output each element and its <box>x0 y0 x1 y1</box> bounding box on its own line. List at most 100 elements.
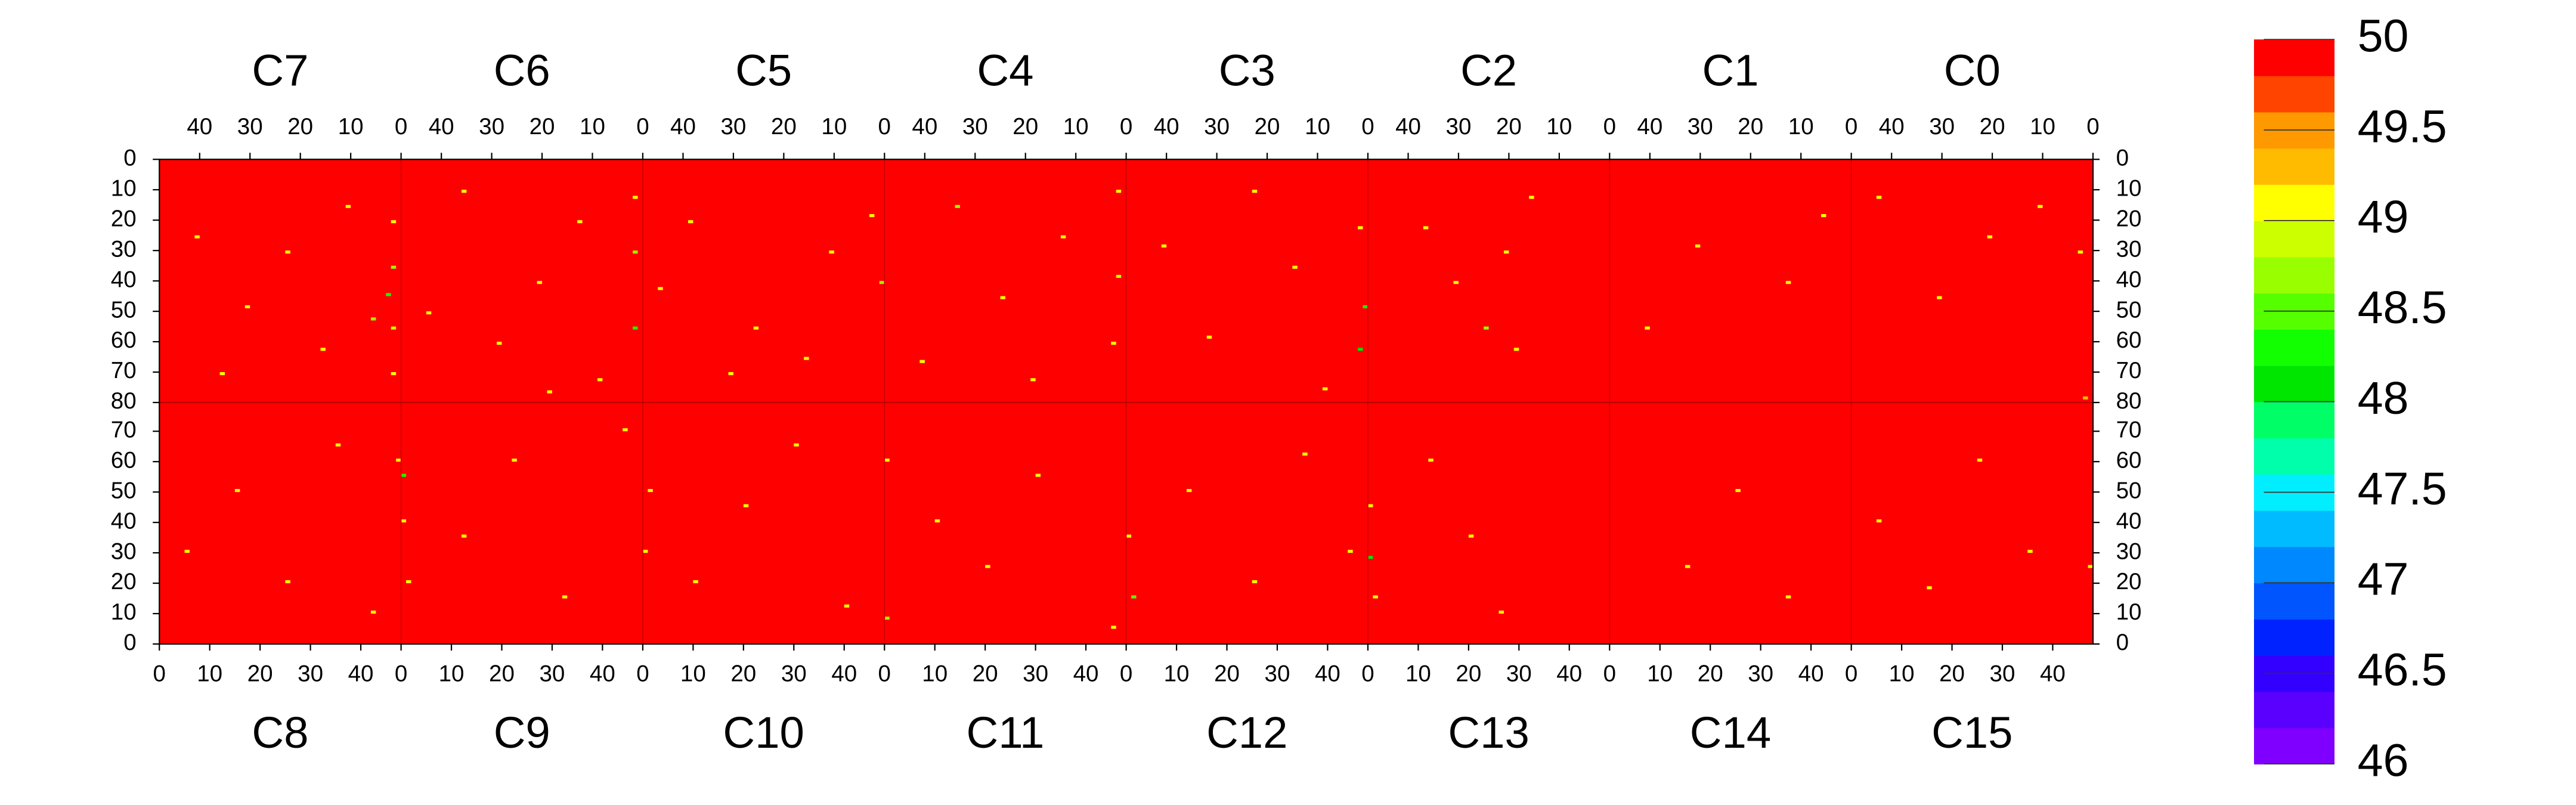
colorbar-band <box>2254 401 2334 439</box>
y-tick-label: 10 <box>111 175 137 201</box>
colorbar-band <box>2254 148 2334 185</box>
heatmap-cell <box>219 372 225 376</box>
y-tick-label: 70 <box>2116 358 2142 383</box>
x-tick-label: 10 <box>1647 661 1673 687</box>
y-tick-label: 0 <box>123 145 136 171</box>
x-tick-label: 20 <box>973 661 998 687</box>
heatmap-cell <box>461 190 467 193</box>
heatmap-cell <box>1484 326 1489 330</box>
y-tick-label: 50 <box>2116 297 2142 323</box>
colorbar-label: 50 <box>2358 10 2409 61</box>
x-tick-label: 30 <box>1990 661 2015 687</box>
x-tick-label: 20 <box>1496 114 1522 140</box>
chip-label: C2 <box>1460 46 1517 95</box>
y-tick-label: 20 <box>111 569 137 595</box>
x-tick-label: 0 <box>878 661 891 687</box>
heatmap-cell <box>391 265 397 269</box>
heatmap-cell <box>1322 387 1328 391</box>
heatmap-cell <box>335 443 341 447</box>
heatmap-cell <box>461 534 467 538</box>
heatmap-cell <box>386 293 391 296</box>
heatmap-cell <box>919 360 925 363</box>
y-tick-label: 80 <box>2116 388 2142 414</box>
x-tick-label: 0 <box>1120 114 1132 140</box>
colorbar-label: 48 <box>2358 373 2409 424</box>
y-tick-label: 70 <box>111 417 137 442</box>
heatmap-cell <box>426 311 432 315</box>
chip-label: C4 <box>977 46 1033 95</box>
colorbar-label: 46 <box>2358 735 2409 786</box>
x-tick-label: 30 <box>1748 661 1773 687</box>
colorbar-band <box>2254 39 2334 76</box>
x-tick-label: 10 <box>580 114 605 140</box>
heatmap-cell <box>1987 235 1993 239</box>
colorbar-band <box>2254 184 2334 221</box>
x-tick-label: 0 <box>636 114 649 140</box>
x-tick-label: 0 <box>153 661 166 687</box>
x-tick-label: 30 <box>1929 114 1955 140</box>
y-tick-label: 10 <box>2116 599 2142 625</box>
heatmap-cell <box>1685 565 1690 568</box>
frame <box>159 159 2094 645</box>
x-tick-label: 10 <box>2030 114 2055 140</box>
x-tick-label: 40 <box>912 114 937 140</box>
heatmap-cell <box>184 549 190 553</box>
y-tick-label: 20 <box>2116 206 2142 231</box>
x-tick-label: 40 <box>670 114 696 140</box>
x-tick-label: 0 <box>1120 661 1132 687</box>
x-tick-label: 20 <box>1456 661 1481 687</box>
chip-label: C10 <box>723 708 804 757</box>
heatmap-cell <box>884 459 890 462</box>
chip-label: C15 <box>1931 708 2012 757</box>
chip-label: C5 <box>735 46 792 95</box>
heatmap-cell <box>633 250 638 254</box>
x-tick-label: 30 <box>962 114 988 140</box>
heatmap-cell <box>1820 213 1826 218</box>
heatmap-cell <box>1348 549 1353 553</box>
x-tick-label: 10 <box>338 114 364 140</box>
heatmap-cell <box>1645 326 1650 330</box>
x-tick-label: 10 <box>1788 114 1814 140</box>
heatmap-cell <box>1927 586 1932 590</box>
heatmap-cell <box>244 305 250 308</box>
x-tick-label: 40 <box>831 661 857 687</box>
x-tick-label: 40 <box>1395 114 1421 140</box>
heatmap-cell <box>1363 305 1368 308</box>
y-tick-label: 0 <box>2116 630 2129 655</box>
heatmap-cell <box>370 317 376 321</box>
y-tick-label: 30 <box>111 538 137 564</box>
x-tick-label: 10 <box>680 661 706 687</box>
y-tick-label: 50 <box>2116 478 2142 503</box>
colorbar-band <box>2254 619 2334 656</box>
y-tick-label: 10 <box>2116 175 2142 201</box>
x-tick-label: 30 <box>479 114 504 140</box>
x-tick-label: 20 <box>287 114 313 140</box>
heatmap-cell <box>1695 244 1701 248</box>
heatmap-cell <box>391 326 397 330</box>
heatmap-cell <box>804 357 809 360</box>
heatmap-cell <box>1503 250 1509 254</box>
heatmap-cell <box>1111 342 1116 345</box>
x-tick-label: 40 <box>590 661 615 687</box>
colorbar-label: 47 <box>2358 554 2409 605</box>
heatmap-cell <box>648 489 653 493</box>
x-tick-label: 30 <box>1023 661 1048 687</box>
x-tick-label: 40 <box>1154 114 1179 140</box>
colorbar-label: 48.5 <box>2358 282 2447 333</box>
heatmap-cell <box>1302 452 1308 456</box>
x-tick-label: 40 <box>1073 661 1099 687</box>
y-tick-label: 50 <box>111 478 137 503</box>
heatmap-cell <box>1252 580 1258 584</box>
heatmap-cell <box>1060 235 1066 239</box>
chip-label: C1 <box>1702 46 1758 95</box>
heatmap-cell <box>1358 226 1363 230</box>
x-tick-label: 20 <box>1980 114 2005 140</box>
colorbar-band <box>2254 727 2334 764</box>
colorbar-label: 46.5 <box>2358 645 2447 696</box>
heatmap-cell <box>753 326 759 330</box>
x-tick-label: 30 <box>781 661 807 687</box>
y-tick-label: 60 <box>111 447 137 473</box>
x-tick-label: 30 <box>237 114 263 140</box>
colorbar-band <box>2254 329 2334 366</box>
x-tick-label: 0 <box>1845 661 1857 687</box>
